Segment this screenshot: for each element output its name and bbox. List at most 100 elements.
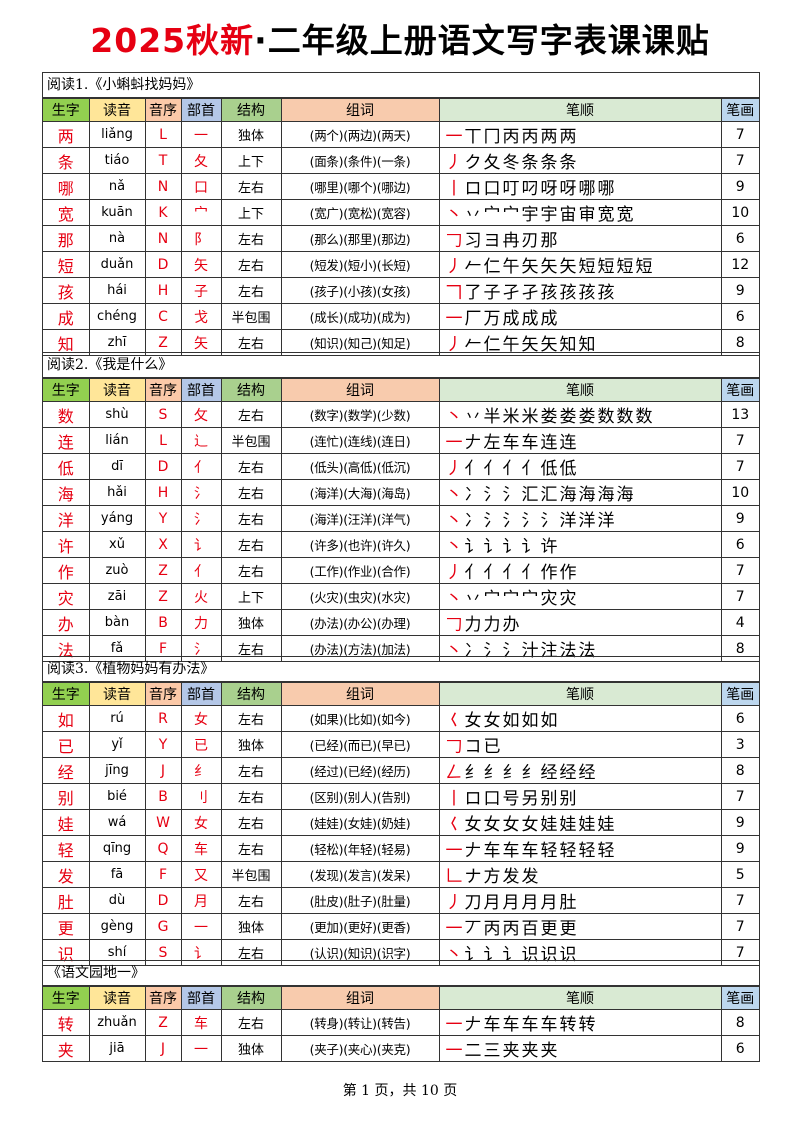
table-row: 宽 kuān K 宀上下 (宽广)(宽松)(宽容) 丶丷宀宀宇宇宙审宽宽 10 <box>43 199 759 226</box>
phonetic-order-cell: C <box>144 303 182 330</box>
column-header: 组词 <box>280 682 440 706</box>
structure-cell: 半包围 <box>220 303 282 330</box>
structure-cell: 上下 <box>220 583 282 610</box>
pinyin-cell: rú <box>88 705 146 732</box>
stroke-order-cell: 一𠂇车车车车转转 <box>438 1009 722 1036</box>
char-cell: 海 <box>43 479 90 506</box>
column-header: 结构 <box>220 986 282 1010</box>
structure-cell: 左右 <box>220 783 282 810</box>
table-row: 更 gèng G 一独体 (更加)(更好)(更香) 一丆丙丙百更更 7 <box>43 913 759 940</box>
structure-cell: 上下 <box>220 199 282 226</box>
structure-cell: 独体 <box>220 731 282 758</box>
table-row: 办 bàn B 力独体 (办法)(办公)(办理) 𠃌力力办 4 <box>43 609 759 636</box>
stroke-count-cell: 12 <box>720 251 759 278</box>
phonetic-order-cell: T <box>144 147 182 174</box>
column-header: 读音 <box>88 986 146 1010</box>
stroke-order-cell: 丿亻亻亻亻低低 <box>438 453 722 480</box>
table-row: 孩 hái H 子左右 (孩子)(小孩)(女孩) 𠃍了子孑孑孩孩孩孩 9 <box>43 277 759 304</box>
stroke-sequence: 冫氵氵氵氵洋洋洋 <box>464 511 617 531</box>
word-group-cell: (娃娃)(女娃)(奶娃) <box>280 809 440 836</box>
stroke-order-cell: 丿𠂉仁午矢矢知知 <box>438 329 722 355</box>
stroke-count-cell: 9 <box>720 277 759 304</box>
pinyin-cell: zuò <box>88 557 146 584</box>
radical-cell: 宀 <box>180 199 222 226</box>
first-stroke: 𠃌 <box>445 615 465 635</box>
table-header-row: 生字 读音 音序 部首 结构 组词 笔顺 笔画 <box>43 98 759 122</box>
char-cell: 办 <box>43 609 90 636</box>
lesson-section: 《语文园地一》 生字 读音 音序 部首 结构 组词 笔顺 笔画转 zhuǎn Z 车左右 (转身)(转让… <box>42 960 760 1062</box>
stroke-sequence: 讠讠讠讠许 <box>464 537 560 557</box>
phonetic-order-cell: L <box>144 427 182 454</box>
stroke-count-cell: 6 <box>720 1035 759 1061</box>
radical-cell: 已 <box>180 731 222 758</box>
radical-cell: 车 <box>180 1009 222 1036</box>
stroke-sequence: 二三夹夹夹 <box>464 1041 560 1061</box>
structure-cell: 左右 <box>220 453 282 480</box>
char-cell: 肚 <box>43 887 90 914</box>
stroke-sequence: 厂万成成成 <box>464 309 560 329</box>
column-header: 笔画 <box>720 378 759 402</box>
table-row: 娃 wá W 女左右 (娃娃)(女娃)(奶娃) 𡿨女女女女娃娃娃娃 9 <box>43 809 759 836</box>
word-group-cell: (那么)(那里)(那边) <box>280 225 440 252</box>
first-stroke: 一 <box>445 433 465 453</box>
pinyin-cell: fā <box>88 861 146 888</box>
stroke-sequence: 丷宀宀宇宇宙审宽宽 <box>464 205 636 225</box>
column-header: 部首 <box>180 378 222 402</box>
word-group-cell: (低头)(高低)(低沉) <box>280 453 440 480</box>
pinyin-cell: jiā <box>88 1035 146 1061</box>
radical-cell: 夂 <box>180 147 222 174</box>
column-header: 音序 <box>144 682 182 706</box>
stroke-count-cell: 7 <box>720 583 759 610</box>
char-cell: 数 <box>43 401 90 428</box>
stroke-count-cell: 8 <box>720 757 759 784</box>
phonetic-order-cell: X <box>144 531 182 558</box>
stroke-order-cell: 𡿨女女女女娃娃娃娃 <box>438 809 722 836</box>
first-stroke: 丶 <box>445 589 465 609</box>
phonetic-order-cell: Z <box>144 329 182 355</box>
stroke-sequence: 了子孑孑孩孩孩孩 <box>464 283 617 303</box>
word-group-cell: (宽广)(宽松)(宽容) <box>280 199 440 226</box>
stroke-count-cell: 9 <box>720 809 759 836</box>
stroke-order-cell: 丶冫氵氵氵氵洋洋洋 <box>438 505 722 532</box>
pinyin-cell: duǎn <box>88 251 146 278</box>
column-header: 读音 <box>88 682 146 706</box>
character-table: 生字 读音 音序 部首 结构 组词 笔顺 笔画数 shù S 攵左右 (数字)(数学)(少数) 丶丷半米… <box>43 378 759 661</box>
stroke-sequence: 女女女女娃娃娃娃 <box>464 815 617 835</box>
first-stroke: 一 <box>445 841 465 861</box>
char-cell: 夹 <box>43 1035 90 1061</box>
stroke-count-cell: 8 <box>720 329 759 355</box>
first-stroke: 丿 <box>445 563 465 583</box>
structure-cell: 独体 <box>220 913 282 940</box>
stroke-sequence: 丷半米米娄娄娄数数数 <box>464 407 655 427</box>
structure-cell: 独体 <box>220 1035 282 1061</box>
radical-cell: 车 <box>180 835 222 862</box>
table-row: 转 zhuǎn Z 车左右 (转身)(转让)(转告) 一𠂇车车车车转转 8 <box>43 1009 759 1036</box>
stroke-order-cell: 丿𠂉仁午矢矢矢短短短短 <box>438 251 722 278</box>
stroke-sequence: 刀月月月月肚 <box>464 893 579 913</box>
phonetic-order-cell: N <box>144 225 182 252</box>
char-cell: 作 <box>43 557 90 584</box>
char-cell: 成 <box>43 303 90 330</box>
stroke-count-cell: 7 <box>720 913 759 940</box>
stroke-sequence: 丅冂丙丙两两 <box>464 127 579 147</box>
table-row: 肚 dù D 月左右 (肚皮)(肚子)(肚量) 丿刀月月月月肚 7 <box>43 887 759 914</box>
structure-cell: 左右 <box>220 479 282 506</box>
character-table: 生字 读音 音序 部首 结构 组词 笔顺 笔画两 liǎng L 一独体 (两个)(两边)(两天) 一丅… <box>43 98 759 355</box>
radical-cell: 纟 <box>180 757 222 784</box>
pinyin-cell: kuān <box>88 199 146 226</box>
section-heading: 阅读2.《我是什么》 <box>43 353 759 378</box>
stroke-count-cell: 10 <box>720 479 759 506</box>
structure-cell: 左右 <box>220 225 282 252</box>
char-cell: 洋 <box>43 505 90 532</box>
table-row: 灾 zāi Z 火上下 (火灾)(虫灾)(水灾) 丶丷宀宀宀灾灾 7 <box>43 583 759 610</box>
lesson-section: 阅读3.《植物妈妈有办法》 生字 读音 音序 部首 结构 组词 笔顺 笔画如 rú R 女左右 (如果)… <box>42 656 760 966</box>
stroke-count-cell: 7 <box>720 783 759 810</box>
structure-cell: 半包围 <box>220 861 282 888</box>
stroke-order-cell: 丶丷宀宀宇宇宙审宽宽 <box>438 199 722 226</box>
column-header: 音序 <box>144 378 182 402</box>
phonetic-order-cell: R <box>144 705 182 732</box>
pinyin-cell: jīng <box>88 757 146 784</box>
word-group-cell: (海洋)(大海)(海岛) <box>280 479 440 506</box>
first-stroke: 𠃊 <box>445 867 465 887</box>
stroke-count-cell: 3 <box>720 731 759 758</box>
